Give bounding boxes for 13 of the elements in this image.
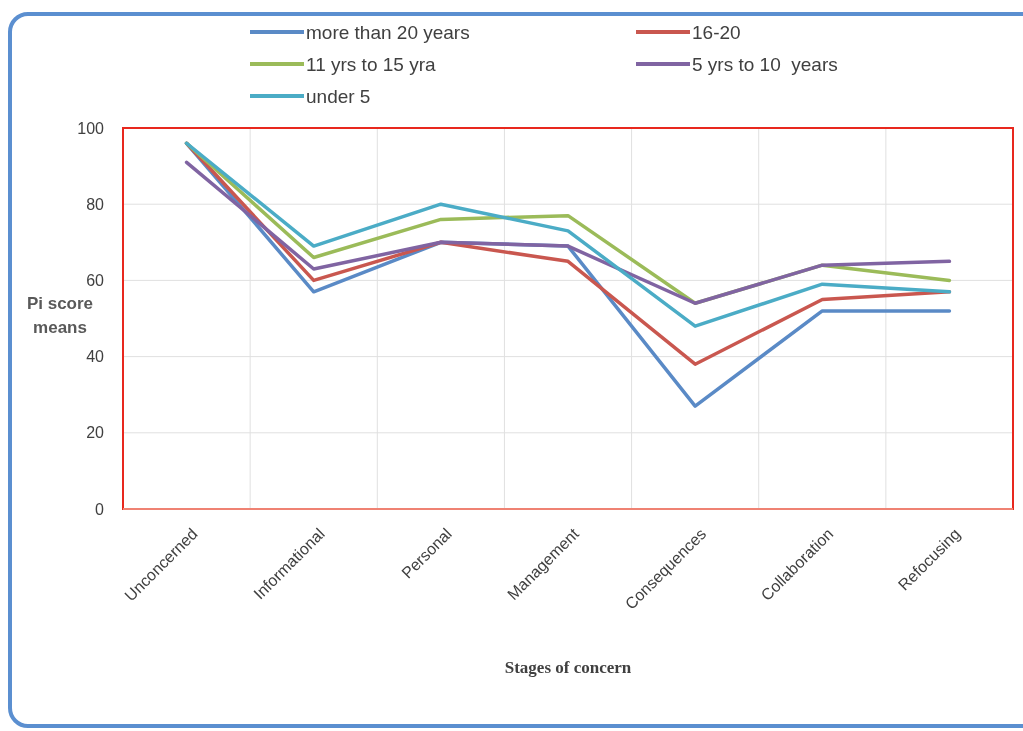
y-axis-title: Pi score means bbox=[26, 294, 94, 337]
legend-label: 16-20 bbox=[692, 21, 741, 43]
y-tick-label: 0 bbox=[95, 500, 105, 518]
y-tick-label: 20 bbox=[86, 424, 105, 442]
legend-label: more than 20 years bbox=[306, 21, 470, 43]
legend-label: under 5 bbox=[306, 85, 371, 107]
y-tick-label: 100 bbox=[77, 119, 105, 137]
y-tick-label: 80 bbox=[86, 195, 105, 213]
x-axis-title: Stages of concern bbox=[504, 658, 632, 677]
legend-label: 11 yrs to 15 yra bbox=[306, 53, 436, 75]
y-tick-label: 60 bbox=[86, 272, 105, 289]
y-tick-label: 40 bbox=[86, 348, 105, 366]
legend-label: 5 yrs to 10 years bbox=[692, 53, 838, 75]
